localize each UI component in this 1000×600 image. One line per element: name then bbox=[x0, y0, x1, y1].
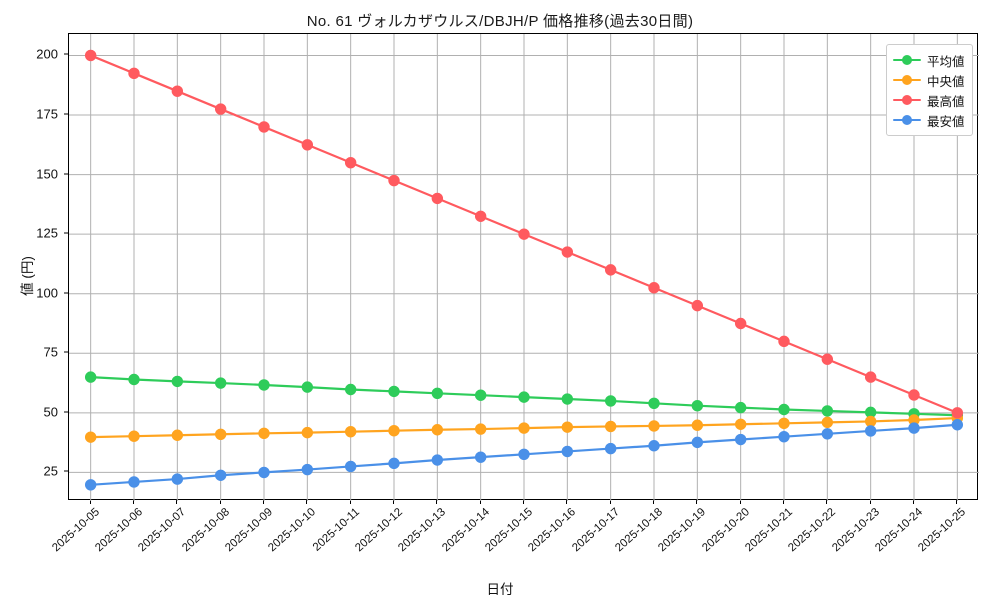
x-tick-label: 2025-10-08 bbox=[179, 506, 232, 555]
x-tick-label: 2025-10-23 bbox=[829, 506, 882, 555]
legend-label: 平均値 bbox=[927, 54, 965, 69]
x-tick-label: 2025-10-16 bbox=[526, 506, 579, 555]
series-最高値 bbox=[84, 49, 964, 419]
x-tick-label: 2025-10-18 bbox=[613, 506, 666, 555]
series-平均値 bbox=[84, 371, 964, 421]
legend-label: 最安値 bbox=[927, 114, 965, 129]
x-tick-label: 2025-10-07 bbox=[136, 506, 189, 555]
legend-item-最安値[interactable]: 最安値 bbox=[893, 110, 965, 130]
x-tick-label: 2025-10-20 bbox=[699, 506, 752, 555]
x-tick-label: 2025-10-19 bbox=[656, 506, 709, 555]
legend-item-平均値[interactable]: 平均値 bbox=[893, 50, 965, 70]
x-tick-label: 2025-10-14 bbox=[439, 506, 492, 555]
y-tick-label: 25 bbox=[43, 463, 58, 479]
x-tick-label: 2025-10-13 bbox=[396, 506, 449, 555]
chart-legend: 平均値中央値最高値最安値 bbox=[886, 44, 973, 136]
legend-swatch-icon bbox=[893, 93, 921, 107]
x-tick-label: 2025-10-12 bbox=[353, 506, 406, 555]
y-tick-label: 150 bbox=[36, 166, 58, 182]
x-tick-label: 2025-10-09 bbox=[223, 506, 276, 555]
x-tick-label: 2025-10-24 bbox=[873, 506, 926, 555]
legend-swatch-icon bbox=[893, 53, 921, 67]
x-tick-label: 2025-10-06 bbox=[93, 506, 146, 555]
y-tick-label: 50 bbox=[43, 404, 58, 420]
x-tick-label: 2025-10-21 bbox=[743, 506, 796, 555]
legend-item-最高値[interactable]: 最高値 bbox=[893, 90, 965, 110]
y-tick-label: 200 bbox=[36, 46, 58, 62]
y-tick-label: 75 bbox=[43, 344, 58, 360]
legend-label: 中央値 bbox=[927, 74, 965, 89]
series-最安値 bbox=[84, 419, 964, 491]
y-tick-label: 175 bbox=[36, 106, 58, 122]
legend-label: 最高値 bbox=[927, 94, 965, 109]
x-tick-label: 2025-10-10 bbox=[266, 506, 319, 555]
plot-area bbox=[68, 33, 979, 501]
x-axis-label: 日付 bbox=[486, 582, 514, 597]
x-tick-label: 2025-10-11 bbox=[310, 506, 362, 554]
plot-svg bbox=[69, 34, 979, 501]
x-tick-label: 2025-10-25 bbox=[916, 506, 969, 555]
x-tick-label: 2025-10-22 bbox=[786, 506, 839, 555]
legend-item-中央値[interactable]: 中央値 bbox=[893, 70, 965, 90]
chart-title: No. 61 ヴォルカザウルス/DBJH/P 価格推移(過去30日間) bbox=[306, 13, 694, 30]
x-tick-label: 2025-10-05 bbox=[49, 506, 102, 555]
x-tick-label: 2025-10-15 bbox=[483, 506, 536, 555]
legend-swatch-icon bbox=[893, 113, 921, 127]
legend-swatch-icon bbox=[893, 73, 921, 87]
x-tick-label: 2025-10-17 bbox=[569, 506, 622, 555]
y-axis-label: 値 (円) bbox=[20, 256, 35, 296]
